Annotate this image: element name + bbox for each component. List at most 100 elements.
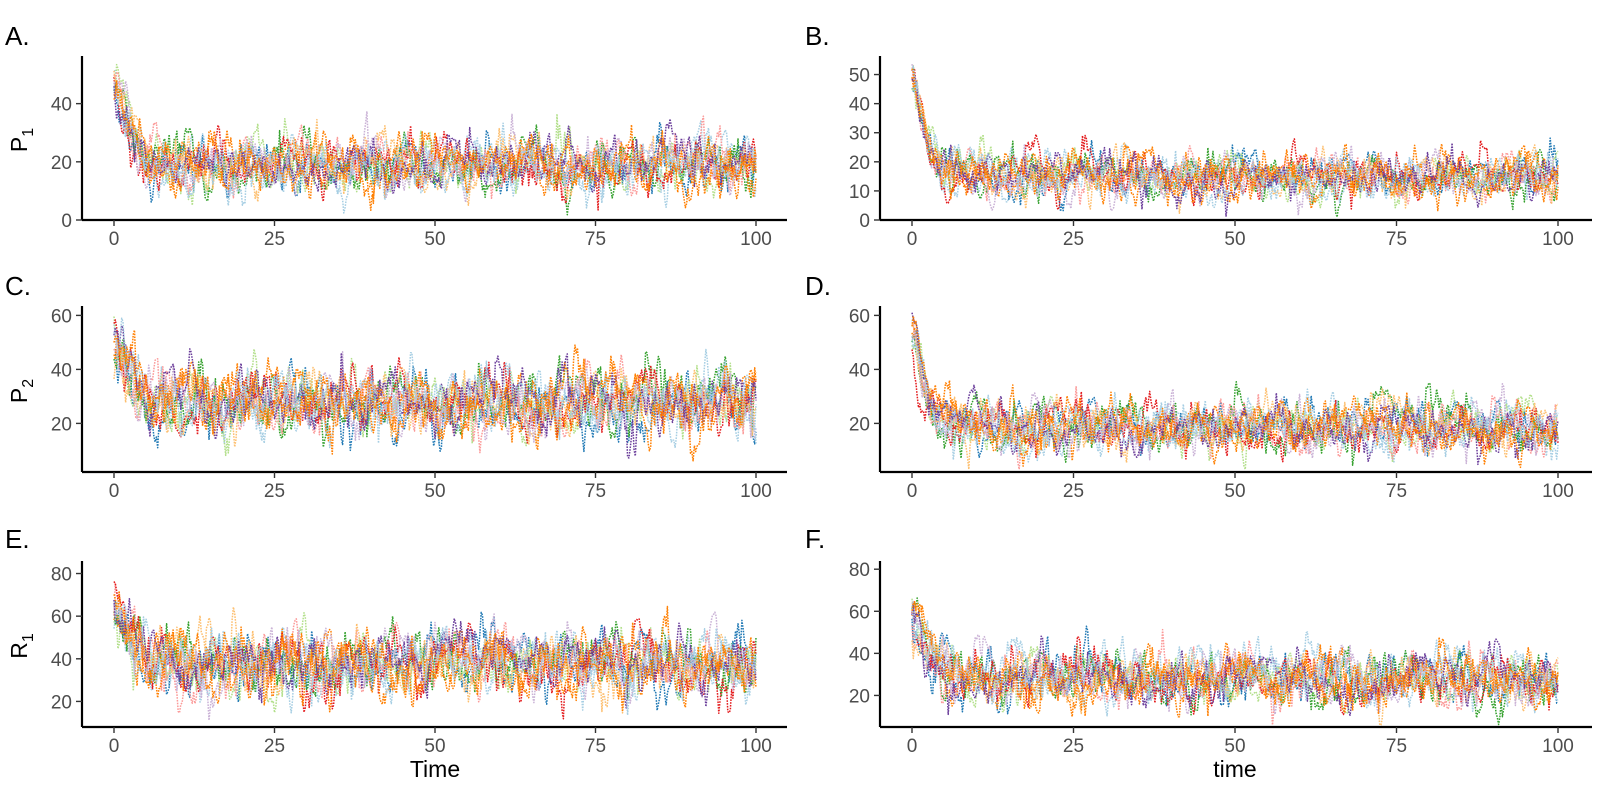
x-tick-label: 50	[1224, 481, 1245, 502]
series-line-10	[113, 86, 757, 194]
x-tick-label: 75	[585, 481, 606, 502]
series-group	[113, 581, 757, 722]
series-line-11	[911, 65, 1559, 209]
y-tick-label: 50	[849, 66, 870, 87]
series-line-7	[113, 601, 757, 714]
series-line-7	[113, 70, 757, 206]
series-line-12	[113, 335, 757, 452]
y-tick-label: 0	[859, 211, 870, 232]
series-line-12	[911, 68, 1559, 212]
x-tick-label: 0	[109, 736, 120, 757]
y-tick-label: 20	[849, 686, 870, 707]
y-tick-label: 40	[849, 95, 870, 116]
x-tick-label: 100	[1542, 736, 1574, 757]
x-tick-label: 0	[907, 229, 918, 250]
y-tick-label: 40	[849, 360, 870, 381]
series-line-11	[113, 87, 757, 214]
series-line-4	[911, 597, 1559, 726]
y-tick-label: 60	[849, 602, 870, 623]
y-tick-label: 20	[849, 153, 870, 174]
y-tick-label: 60	[51, 306, 72, 327]
x-tick-label: 100	[740, 736, 772, 757]
panel-f: F. 0 25 50 75 100 20 40 60 80 time	[805, 524, 1592, 782]
y-tick-label: 80	[51, 565, 72, 586]
series-line-9	[113, 80, 757, 204]
series-line-2	[911, 330, 1559, 458]
series-group	[911, 64, 1559, 218]
x-tick-label: 50	[424, 736, 445, 757]
x-tick-label: 75	[585, 736, 606, 757]
x-tick-label: 75	[585, 229, 606, 250]
panel-d: D. 0 25 50 75 100 20 40 60	[805, 271, 1592, 502]
series-group	[911, 312, 1559, 471]
x-tick-label: 50	[424, 481, 445, 502]
x-tick-label: 50	[1224, 229, 1245, 250]
x-tick-label: 100	[1542, 229, 1574, 250]
series-line-9	[113, 330, 757, 443]
x-tick-label: 25	[1063, 736, 1084, 757]
x-tick-label: 25	[264, 736, 285, 757]
series-line-12	[911, 315, 1559, 469]
series-line-1	[911, 603, 1559, 713]
panel-label: D.	[805, 271, 831, 301]
series-line-12	[113, 590, 757, 713]
series-line-9	[911, 330, 1559, 465]
series-group	[911, 597, 1559, 726]
x-tick-label: 25	[1063, 229, 1084, 250]
x-tick-label: 50	[1224, 736, 1245, 757]
x-tick-label: 75	[1386, 481, 1407, 502]
x-tick-label: 0	[907, 736, 918, 757]
series-line-11	[113, 601, 757, 716]
series-line-8	[113, 90, 757, 212]
series-line-1	[113, 70, 757, 209]
series-line-11	[911, 605, 1559, 717]
series-line-9	[911, 600, 1559, 716]
y-tick-label: 30	[849, 124, 870, 145]
panel-label: C.	[5, 271, 31, 301]
y-tick-label: 80	[849, 560, 870, 581]
y-axis-title: P1	[6, 128, 37, 152]
y-axis-title: R1	[6, 633, 37, 659]
series-line-6	[911, 349, 1559, 463]
series-line-8	[113, 329, 757, 462]
series-line-8	[911, 77, 1559, 210]
x-tick-label: 75	[1386, 229, 1407, 250]
x-tick-label: 100	[740, 229, 772, 250]
series-line-2	[113, 79, 757, 203]
x-tick-label: 0	[907, 481, 918, 502]
y-tick-label: 60	[849, 306, 870, 327]
panel-b: B. 0 25 50 75 100 0 10 20 30 40 50	[805, 21, 1592, 250]
x-tick-label: 25	[1063, 481, 1084, 502]
y-tick-label: 10	[849, 182, 870, 203]
panel-a: A. 0 25 50 75 100 0 20 40 P1	[5, 21, 787, 250]
panel-label: A.	[5, 21, 30, 51]
y-tick-label: 20	[849, 414, 870, 435]
x-tick-label: 75	[1386, 736, 1407, 757]
panel-e: E. 0 25 50 75 100 20 40 60 80 R1 Time	[5, 524, 787, 782]
y-tick-label: 0	[61, 211, 72, 232]
series-line-6	[911, 68, 1559, 211]
x-tick-label: 0	[109, 481, 120, 502]
y-tick-label: 40	[51, 95, 72, 116]
y-tick-label: 40	[51, 360, 72, 381]
y-tick-label: 40	[51, 650, 72, 671]
y-tick-label: 40	[849, 644, 870, 665]
series-group	[113, 316, 757, 462]
y-tick-label: 20	[51, 692, 72, 713]
x-axis-title: time	[1213, 756, 1256, 782]
series-line-11	[911, 335, 1559, 461]
x-tick-label: 25	[264, 229, 285, 250]
series-group	[113, 63, 757, 216]
x-tick-label: 0	[109, 229, 120, 250]
series-line-4	[911, 336, 1559, 466]
series-line-6	[113, 581, 757, 720]
x-axis-title: Time	[410, 756, 460, 782]
series-line-10	[113, 597, 757, 709]
x-tick-label: 100	[740, 481, 772, 502]
panel-label: B.	[805, 21, 830, 51]
series-line-10	[113, 324, 757, 459]
series-line-11	[113, 317, 757, 444]
y-tick-label: 20	[51, 153, 72, 174]
panel-c: C. 0 25 50 75 100 20 40 60 P2	[5, 271, 787, 502]
